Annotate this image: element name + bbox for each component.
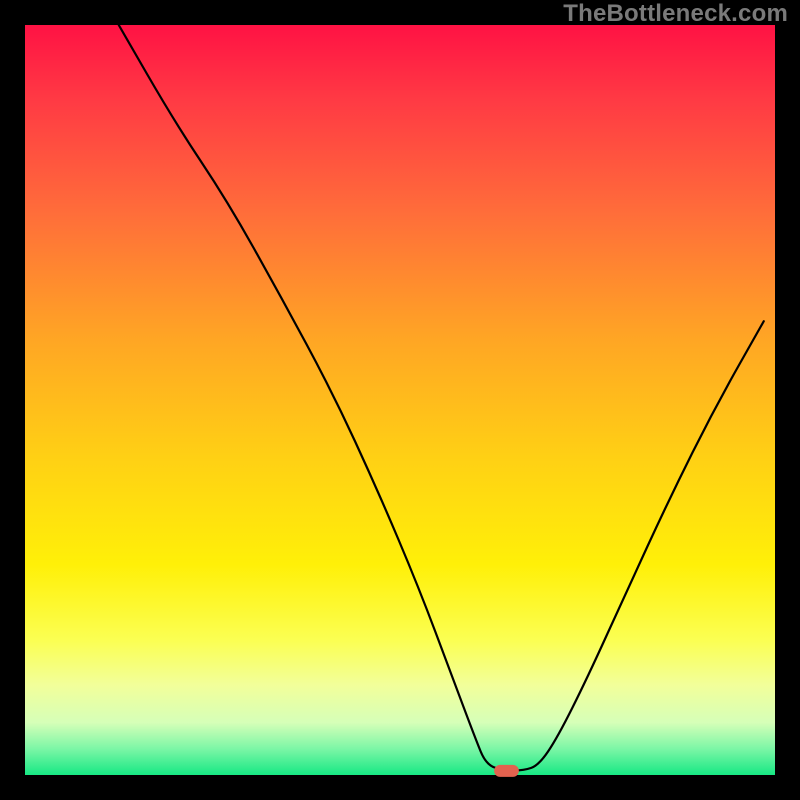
plot-background (25, 25, 775, 775)
watermark-text: TheBottleneck.com (563, 0, 788, 28)
bottleneck-chart (0, 0, 800, 800)
chart-stage: TheBottleneck.com (0, 0, 800, 800)
optimal-point-marker (494, 765, 519, 777)
